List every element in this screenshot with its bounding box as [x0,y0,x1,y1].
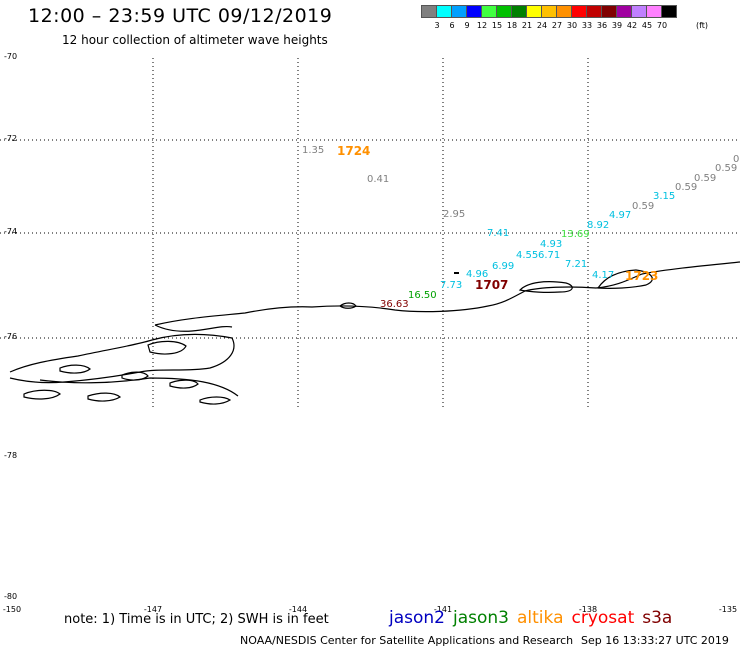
observation-markers [454,272,459,274]
lon-label: -138 [578,605,598,614]
legend-tick-label: 18 [506,21,518,30]
wave-height-label: 8.92 [587,220,610,231]
wave-height-label: 0.59 [675,182,698,193]
wave-height-label: 1724 [337,144,371,158]
legend-tick-label: 27 [551,21,563,30]
legend-tick-label: 30 [566,21,578,30]
satellite-name: jason2 [389,608,445,628]
color-legend: (ft) 3 6 9 12 15 18 21 24 27 30 33 36 39 42 45 70 [421,5,708,33]
wave-height-label: 4.97 [609,210,632,221]
wave-height-label: 0. [733,154,740,165]
wave-height-label: 16.50 [408,290,437,301]
wave-height-label: 0.59 [632,201,655,212]
wave-height-label: 1707 [475,278,509,292]
lon-label: -147 [143,605,163,614]
lat-label: -70 [4,52,18,61]
wave-height-label: 6.71 [538,250,561,261]
wave-height-label: 4.93 [540,239,563,250]
lon-gridlines [152,58,589,408]
legend-tick-label: 70 [656,21,668,30]
wave-height-label: 4.55 [516,250,539,261]
satellite-name: altika [517,608,564,628]
wave-height-label: 7.73 [440,280,463,291]
legend-tick-label: 24 [536,21,548,30]
legend-ticks: (ft) 3 6 9 12 15 18 21 24 27 30 33 36 39 42 45 70 [422,21,708,33]
legend-tick-label: 6 [449,21,455,30]
wave-height-label: 6.99 [492,261,515,272]
legend-tick-label: 21 [521,21,533,30]
units-note: note: 1) Time is in UTC; 2) SWH is in fe… [64,612,329,627]
lat-label: -72 [4,134,18,143]
legend-tick-label: 39 [611,21,623,30]
legend-tick-label: 9 [464,21,470,30]
wave-height-label: 4.96 [466,269,489,280]
legend-tick-label: 45 [641,21,653,30]
wave-height-label: 2.95 [443,209,466,220]
lon-label: -150 [2,605,22,614]
wave-height-label: 0.59 [715,163,738,174]
map-title: 12:00 – 23:59 UTC 09/12/2019 [28,5,333,27]
wave-height-label: 4.17 [592,270,615,281]
legend-tick-label: 36 [596,21,608,30]
satellite-legend: jason2 jason3 altika cryosat s3a [389,608,680,628]
legend-tick-label: 15 [491,21,503,30]
wave-height-label: 13.69 [561,229,590,240]
wave-height-label: 3.15 [653,191,676,202]
legend-swatches [421,5,677,18]
legend-tick-label: 12 [476,21,488,30]
lat-label: -78 [4,451,18,460]
wave-height-label: 36.63 [380,299,409,310]
satellite-name: cryosat [571,608,635,628]
legend-swatch [661,5,677,18]
wave-height-label: 1723 [625,269,659,283]
wave-height-label: 7.21 [565,259,588,270]
legend-unit: (ft) [696,21,709,30]
legend-tick-label: 3 [434,21,440,30]
lon-label: -144 [288,605,308,614]
map-subtitle: 12 hour collection of altimeter wave hei… [62,33,328,47]
legend-tick-label: 33 [581,21,593,30]
lat-label: -74 [4,227,18,236]
credit-footer: NOAA/NESDIS Center for Satellite Applica… [240,634,574,647]
wave-height-label: 7.41 [487,228,510,239]
satellite-name: s3a [642,608,673,628]
lat-label: -76 [4,332,18,341]
satellite-name: jason3 [453,608,509,628]
wave-height-label: 0.59 [694,173,717,184]
lon-label: -141 [433,605,453,614]
wave-height-label: 1.35 [302,145,325,156]
lat-label: -80 [4,592,18,601]
lon-label: -135 [718,605,738,614]
lat-gridlines [0,139,740,339]
wave-height-label: 0.41 [367,174,390,185]
generation-timestamp: Sep 16 13:33:27 UTC 2019 [581,634,729,647]
coastline [9,261,740,405]
legend-tick-label: 42 [626,21,638,30]
